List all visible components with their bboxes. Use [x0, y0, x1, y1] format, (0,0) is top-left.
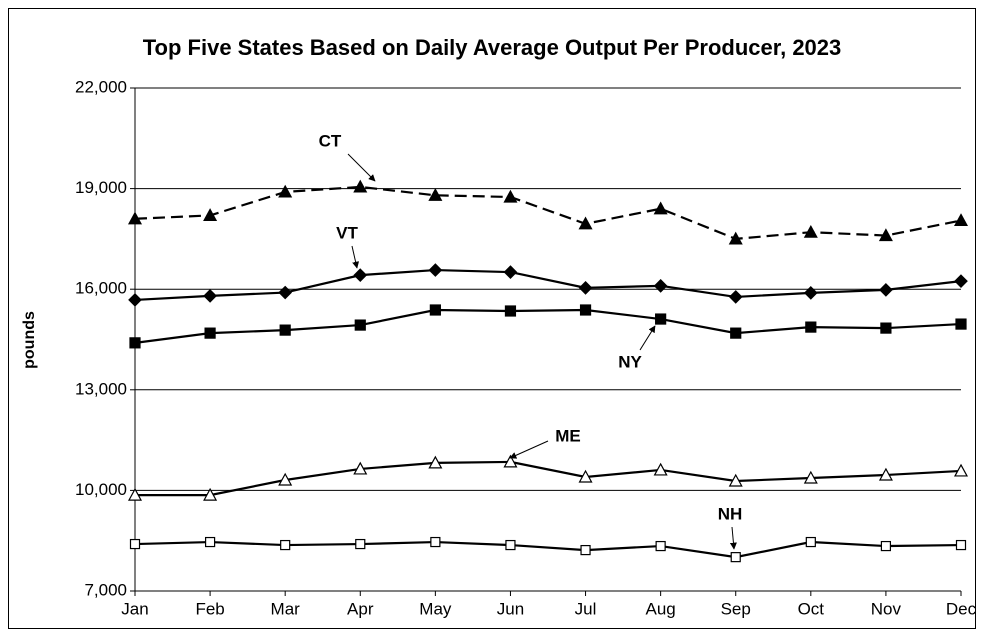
annotation-arrow — [509, 440, 549, 459]
marker — [880, 322, 892, 334]
y-axis-title: pounds — [21, 311, 38, 369]
marker — [428, 455, 443, 469]
x-tick-label: Nov — [871, 599, 902, 618]
marker — [503, 454, 518, 468]
marker — [580, 544, 591, 556]
marker — [578, 281, 593, 295]
marker — [803, 224, 818, 238]
marker — [279, 324, 291, 336]
marker — [504, 305, 517, 317]
marker — [728, 473, 743, 487]
marker — [879, 283, 893, 297]
series-label: ME — [555, 426, 581, 445]
x-tick-label: May — [419, 599, 452, 618]
marker — [353, 461, 368, 475]
marker — [655, 540, 666, 552]
annotation-arrow — [729, 526, 737, 550]
marker — [653, 462, 668, 476]
marker — [278, 285, 293, 300]
marker — [128, 293, 142, 307]
marker — [655, 313, 667, 325]
marker — [354, 319, 366, 331]
marker — [429, 304, 441, 316]
marker — [578, 216, 593, 230]
x-tick-label: Aug — [646, 599, 676, 618]
y-tick-label: 19,000 — [75, 178, 127, 197]
marker — [878, 228, 893, 242]
marker — [428, 263, 443, 277]
marker — [203, 208, 218, 222]
marker — [730, 552, 741, 563]
marker — [203, 487, 218, 501]
y-tick-label: 10,000 — [75, 480, 127, 499]
marker — [278, 184, 293, 198]
marker — [355, 538, 366, 550]
y-tick-label: 16,000 — [75, 279, 127, 298]
annotation-arrow — [639, 325, 656, 351]
x-tick-label: Jun — [497, 599, 524, 618]
marker — [805, 536, 816, 548]
marker — [953, 463, 969, 477]
series-label: NY — [618, 352, 642, 371]
marker — [730, 327, 742, 339]
marker — [428, 188, 443, 201]
marker — [129, 538, 141, 550]
marker — [955, 539, 967, 551]
series-line — [134, 540, 962, 559]
marker — [803, 286, 818, 300]
marker — [653, 201, 668, 215]
chart-border — [8, 8, 976, 629]
x-tick-label: Mar — [271, 599, 301, 618]
marker — [430, 536, 441, 548]
x-tick-label: Apr — [347, 599, 374, 618]
y-tick-label: 7,000 — [84, 580, 127, 599]
marker — [953, 213, 969, 227]
marker — [728, 290, 743, 304]
series-line — [134, 268, 962, 302]
x-tick-label: Jul — [575, 599, 597, 618]
marker — [503, 265, 518, 279]
series-label: CT — [319, 131, 342, 150]
marker — [353, 179, 368, 193]
marker — [954, 274, 968, 289]
x-tick-label: Sep — [721, 599, 751, 618]
x-tick-label: Feb — [195, 599, 224, 618]
series-line — [134, 185, 962, 241]
chart-title: Top Five States Based on Daily Average O… — [143, 35, 842, 60]
series-label: NH — [718, 504, 743, 523]
marker — [353, 268, 368, 282]
marker — [204, 327, 216, 339]
x-tick-label: Oct — [798, 599, 825, 618]
marker — [127, 211, 143, 225]
annotation-arrow — [347, 153, 376, 182]
x-tick-label: Jan — [121, 599, 148, 618]
marker — [503, 189, 518, 203]
marker — [955, 318, 967, 330]
annotation-arrow — [351, 245, 360, 269]
y-tick-label: 13,000 — [75, 379, 127, 398]
marker — [578, 469, 593, 483]
series-line — [135, 460, 962, 497]
marker — [280, 539, 291, 551]
marker — [127, 487, 143, 501]
marker — [204, 536, 216, 548]
marker — [878, 467, 893, 481]
marker — [579, 304, 592, 316]
marker — [653, 278, 668, 293]
marker — [880, 540, 892, 552]
marker — [278, 472, 293, 486]
marker — [728, 231, 743, 245]
marker — [203, 289, 217, 303]
x-tick-label: Dec — [946, 599, 977, 618]
y-tick-label: 22,000 — [75, 77, 127, 96]
marker — [505, 539, 516, 551]
marker — [129, 337, 141, 349]
marker — [803, 470, 818, 484]
marker — [805, 321, 817, 333]
series-label: VT — [336, 223, 358, 242]
series-line — [134, 308, 962, 344]
